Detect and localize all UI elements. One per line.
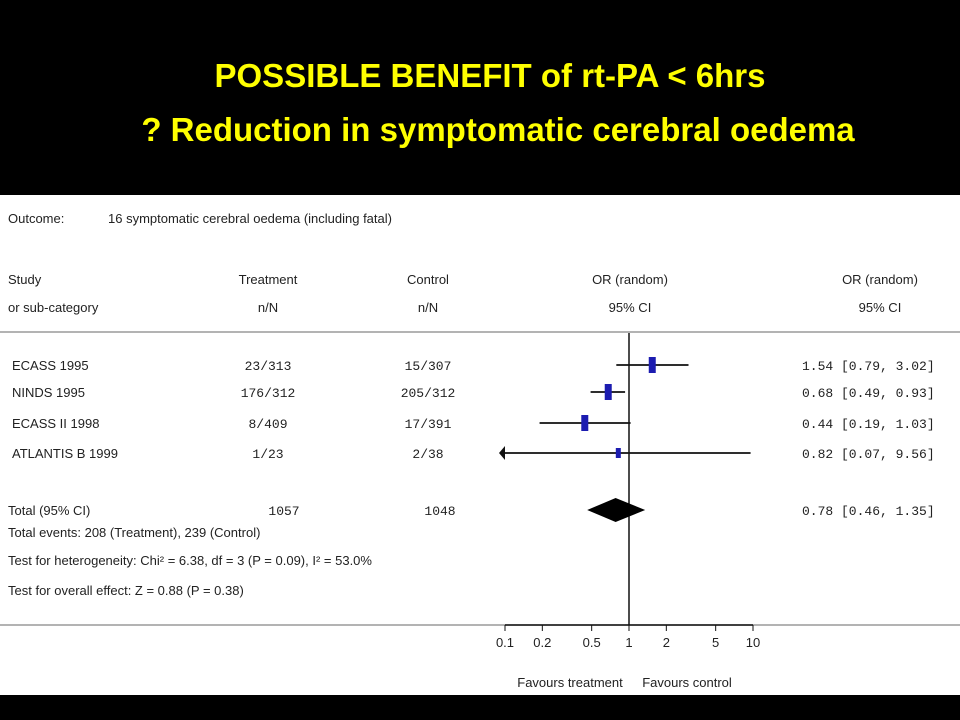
footnote: Total events: 208 (Treatment), 239 (Cont… <box>8 525 260 540</box>
slide-title: POSSIBLE BENEFIT of rt-PA < 6hrs <box>214 57 766 94</box>
x-tick-label: 2 <box>663 635 670 650</box>
header-plot-or: OR (random) <box>592 272 668 287</box>
header-control: Control <box>407 272 449 287</box>
x-tick-label: 1 <box>625 635 632 650</box>
ci-clipped-arrow <box>499 446 505 460</box>
slide-subtitle: ? Reduction in symptomatic cerebral oede… <box>141 111 855 148</box>
study-or-ci: 1.54 [0.79, 3.02] <box>802 359 935 374</box>
study-treatment: 8/409 <box>248 417 287 432</box>
header-or-ci: 95% CI <box>859 300 902 315</box>
header-treatment-nn: n/N <box>258 300 278 315</box>
outcome-text: 16 symptomatic cerebral oedema (includin… <box>108 211 392 226</box>
x-tick-label: 10 <box>746 635 760 650</box>
study-or-marker <box>581 415 589 431</box>
header-subcategory: or sub-category <box>8 300 99 315</box>
study-or-marker <box>615 448 621 458</box>
total-or-ci: 0.78 [0.46, 1.35] <box>802 504 935 519</box>
study-name: ECASS 1995 <box>12 358 89 373</box>
total-treatment: 1057 <box>268 504 299 519</box>
header-or: OR (random) <box>842 272 918 287</box>
study-control: 17/391 <box>405 417 452 432</box>
x-tick-label: 0.2 <box>533 635 551 650</box>
favours-control-label: Favours control <box>642 675 732 690</box>
total-control: 1048 <box>424 504 455 519</box>
header-study: Study <box>8 272 42 287</box>
total-label: Total (95% CI) <box>8 503 90 518</box>
outcome-label: Outcome: <box>8 211 64 226</box>
study-or-marker <box>648 357 656 373</box>
study-name: ATLANTIS B 1999 <box>12 446 118 461</box>
header-control-nn: n/N <box>418 300 438 315</box>
study-treatment: 1/23 <box>252 447 283 462</box>
study-or-ci: 0.68 [0.49, 0.93] <box>802 386 935 401</box>
study-or-ci: 0.44 [0.19, 1.03] <box>802 417 935 432</box>
study-or-marker <box>604 384 612 400</box>
study-control: 205/312 <box>401 386 456 401</box>
study-or-ci: 0.82 [0.07, 9.56] <box>802 447 935 462</box>
x-tick-label: 5 <box>712 635 719 650</box>
study-treatment: 176/312 <box>241 386 296 401</box>
forest-plot: Outcome: 16 symptomatic cerebral oedema (… <box>0 211 960 690</box>
study-name: NINDS 1995 <box>12 385 85 400</box>
favours-treatment-label: Favours treatment <box>517 675 623 690</box>
study-treatment: 23/313 <box>245 359 292 374</box>
footnote: Test for overall effect: Z = 0.88 (P = 0… <box>8 583 244 598</box>
study-control: 15/307 <box>405 359 452 374</box>
study-control: 2/38 <box>412 447 443 462</box>
header-plot-ci: 95% CI <box>609 300 652 315</box>
forest-plot-panel: Outcome: 16 symptomatic cerebral oedema (… <box>0 195 960 695</box>
header-treatment: Treatment <box>239 272 298 287</box>
x-tick-label: 0.5 <box>583 635 601 650</box>
study-name: ECASS II 1998 <box>12 416 99 431</box>
pooled-diamond <box>587 498 646 522</box>
x-tick-label: 0.1 <box>496 635 514 650</box>
footnote: Test for heterogeneity: Chi² = 6.38, df … <box>8 553 372 568</box>
